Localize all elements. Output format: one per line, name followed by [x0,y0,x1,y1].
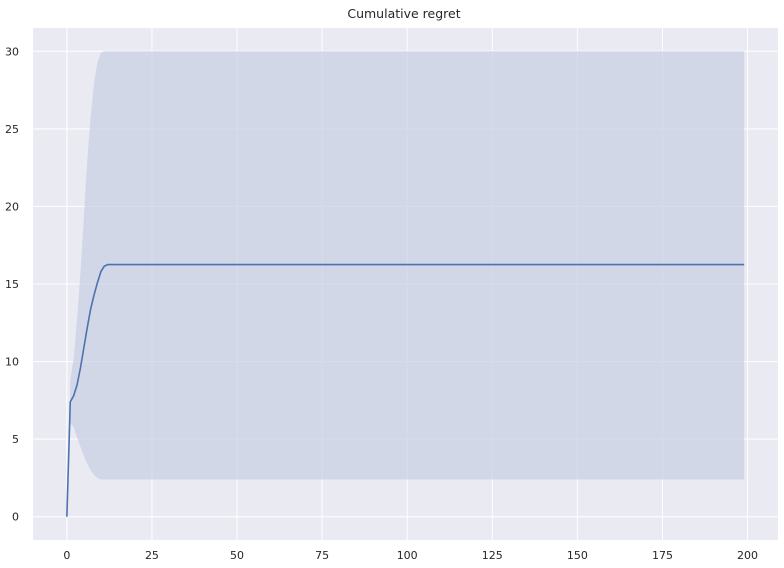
y-tick-label: 15 [5,278,19,291]
x-tick-label: 175 [652,549,673,562]
y-tick-label: 5 [12,433,19,446]
y-tick-label: 0 [12,511,19,524]
x-tick-label: 125 [482,549,503,562]
y-tick-label: 30 [5,45,19,58]
y-tick-label: 10 [5,356,19,369]
plot-area: 0 25 50 75 100 125 150 175 200 0 5 10 15 20 25 30 [5,28,778,562]
x-tick-label: 25 [145,549,159,562]
x-tick-label: 0 [63,549,70,562]
x-tick-label: 50 [230,549,244,562]
x-tick-label: 200 [737,549,758,562]
x-tick-label: 150 [567,549,588,562]
x-tick-label: 75 [315,549,329,562]
y-tick-label: 20 [5,200,19,213]
y-tick-label: 25 [5,123,19,136]
x-tick-label: 100 [397,549,418,562]
series-line [66,263,745,517]
chart-title: Cumulative regret [347,6,460,21]
